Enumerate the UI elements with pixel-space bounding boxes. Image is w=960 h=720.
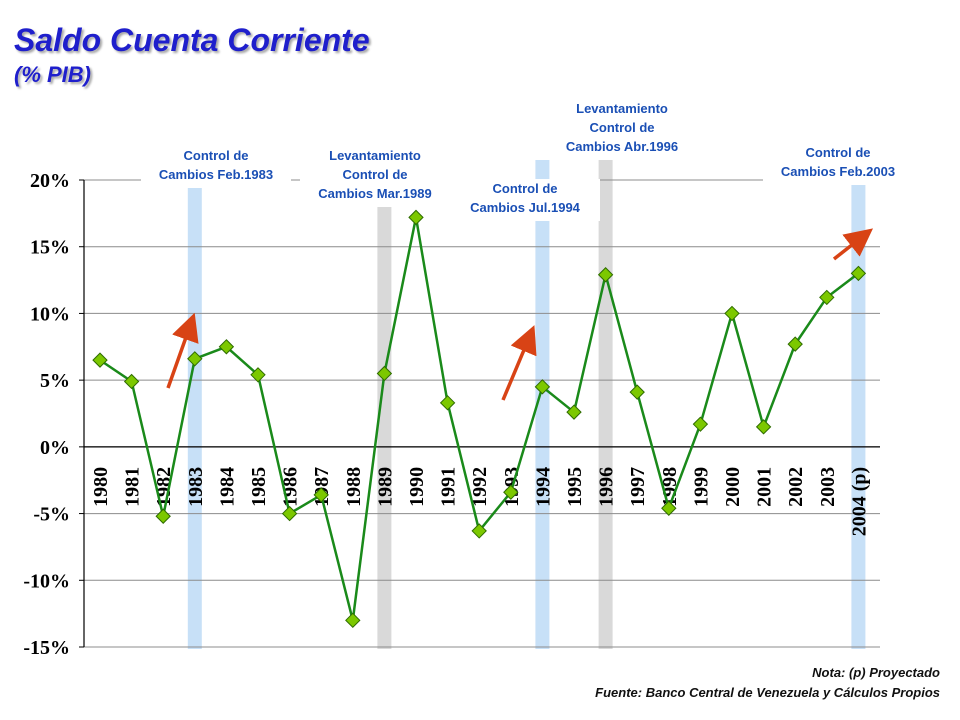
arrow-1983 <box>166 312 199 389</box>
annotation-text: Control de <box>493 181 558 196</box>
source-text: Fuente: Banco Central de Venezuela y Cál… <box>595 685 940 700</box>
annotation-box <box>141 146 291 188</box>
data-point-1982 <box>155 508 171 524</box>
data-point-2000 <box>724 305 740 322</box>
annotation-text: Cambios Feb.1983 <box>159 167 273 182</box>
chart-subtitle: (% PIB) <box>14 62 91 87</box>
highlight-band-1989 <box>377 180 392 649</box>
data-point-1983 <box>187 351 203 367</box>
series-line <box>99 216 860 622</box>
data-point-1990 <box>408 209 424 226</box>
annotation-box <box>450 179 600 221</box>
annotation-text: Cambios Mar.1989 <box>318 186 431 201</box>
data-point-1981 <box>123 373 140 390</box>
annotation-box <box>300 146 450 207</box>
y-tick-label: 0% <box>40 437 70 459</box>
annotation-text: Cambios Feb.2003 <box>781 164 895 179</box>
highlight-band-1996 <box>598 160 613 649</box>
arrows <box>166 228 874 401</box>
y-tick-label: -5% <box>33 504 70 526</box>
annotation-text: Control de <box>590 120 655 135</box>
annotations: Control de Cambios Feb.1983 Levantamiento C… <box>141 99 913 221</box>
data-point-1986 <box>281 505 298 522</box>
data-markers <box>92 209 867 629</box>
arrow-2004p <box>832 228 874 261</box>
y-tick-label: 10% <box>30 303 70 325</box>
data-point-2001 <box>755 419 772 435</box>
axes <box>83 180 880 647</box>
chart-title: Saldo Cuenta Corriente <box>14 22 370 58</box>
data-point-2004p <box>850 265 867 282</box>
x-tick-label: 2001 <box>754 467 776 507</box>
x-tick-label: 1995 <box>564 467 586 507</box>
annotation-text: Control de <box>806 145 871 160</box>
data-point-2002 <box>787 336 803 352</box>
data-point-1996 <box>597 267 614 283</box>
data-point-1987 <box>313 487 329 503</box>
y-tick-label: -10% <box>23 570 70 592</box>
y-tick-label: -15% <box>23 637 70 659</box>
x-tick-label: 1983 <box>185 467 207 507</box>
highlight-band-2004p <box>851 185 866 649</box>
data-point-1991 <box>439 395 456 411</box>
arrow-1994 <box>501 325 537 401</box>
annotation-text: Levantamiento <box>329 148 421 163</box>
annotation-text: Cambios Abr.1996 <box>566 139 678 154</box>
data-point-1999 <box>692 416 709 432</box>
x-tick-label: 2004 (p) <box>848 467 870 536</box>
x-tick-label: 1996 <box>596 467 618 507</box>
data-point-2003 <box>819 289 835 306</box>
x-tick-label: 2003 <box>817 467 839 507</box>
data-point-1998 <box>661 500 677 516</box>
annotation-text: Control de <box>343 167 408 182</box>
footnote: Nota: (p) Proyectado Fuente: Banco Centr… <box>595 663 940 703</box>
data-point-1995 <box>566 404 582 420</box>
data-point-1984 <box>218 339 235 355</box>
data-point-1985 <box>250 367 266 383</box>
annotation-text: Control de <box>184 148 249 163</box>
x-tick-label: 1984 <box>216 467 238 507</box>
highlight-band-1994 <box>535 160 550 649</box>
data-point-1980 <box>92 352 108 368</box>
data-point-1989 <box>376 365 393 382</box>
x-tick-label: 1990 <box>406 467 428 507</box>
data-point-1992 <box>471 523 487 539</box>
annotation-text: Levantamiento <box>576 101 668 116</box>
x-tick-label: 1998 <box>659 467 681 507</box>
annotation-text: Cambios Jul.1994 <box>470 200 581 215</box>
x-tick-label: 1981 <box>122 467 144 507</box>
x-tick-label: 1988 <box>343 467 365 507</box>
x-tick-label: 1994 <box>532 467 554 507</box>
highlight-band-1983 <box>187 188 202 649</box>
annotation-box <box>763 143 913 185</box>
x-tick-label: 2002 <box>785 467 807 507</box>
x-tick-label: 1992 <box>469 467 491 507</box>
data-point-1988 <box>345 612 361 629</box>
data-point-1993 <box>503 484 519 500</box>
x-tick-label: 1999 <box>690 467 712 507</box>
x-tick-label: 1997 <box>627 467 649 507</box>
y-tick-label: 15% <box>30 237 70 259</box>
note-text: Nota: (p) Proyectado <box>812 665 940 680</box>
y-tick-label: 20% <box>30 170 70 192</box>
x-tick-label: 1991 <box>438 467 460 507</box>
annotation-box <box>547 99 697 160</box>
data-point-1994 <box>534 379 551 395</box>
x-tick-label: 2000 <box>722 467 744 507</box>
x-tick-label: 1985 <box>248 467 270 507</box>
highlight-bands <box>187 160 866 649</box>
data-point-1997 <box>629 384 645 400</box>
series-polyline <box>99 216 860 622</box>
x-tick-label: 1980 <box>90 467 112 507</box>
y-tick-label: 5% <box>40 370 70 392</box>
x-tick-label: 1989 <box>374 467 396 507</box>
